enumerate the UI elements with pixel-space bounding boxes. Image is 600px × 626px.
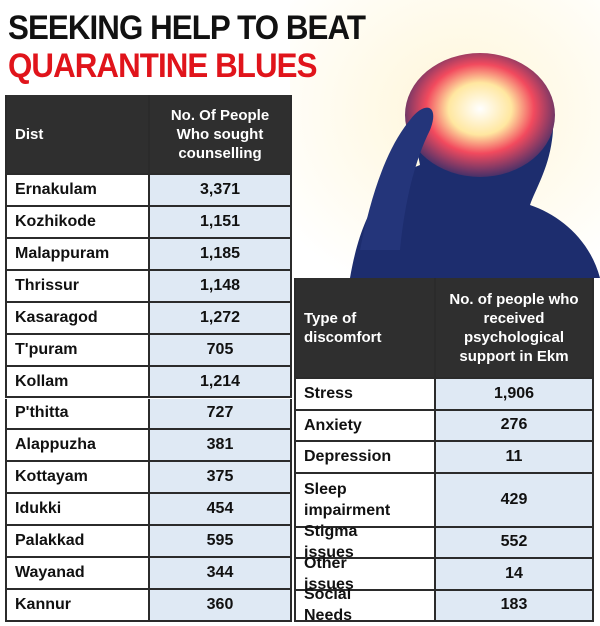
discomfort-type: Anxiety	[294, 410, 436, 442]
column-header: Dist	[5, 95, 150, 175]
illustration	[290, 0, 600, 278]
count: 429	[436, 473, 594, 528]
title: SEEKING HELP TO BEAT	[8, 9, 366, 47]
discomfort-type: Depression	[294, 442, 436, 474]
district: Malappuram	[5, 238, 150, 271]
district: Kannur	[5, 590, 150, 622]
count: 1,906	[436, 379, 594, 411]
count: 276	[436, 410, 594, 442]
district: T'puram	[5, 334, 150, 367]
discomfort-type: Sleep impairment	[294, 473, 436, 528]
district: Kozhikode	[5, 206, 150, 239]
count: 727	[150, 398, 292, 431]
count: 360	[150, 590, 292, 622]
discomfort-type: Other issues	[294, 555, 436, 593]
district: Palakkad	[5, 526, 150, 559]
count: 595	[150, 526, 292, 559]
district: Kottayam	[5, 462, 150, 495]
discomfort-type: Social Needs	[294, 586, 436, 624]
district: Alappuzha	[5, 430, 150, 463]
count: 705	[150, 334, 292, 367]
district: Kollam	[5, 366, 150, 399]
count: 375	[150, 462, 292, 495]
count: 454	[150, 494, 292, 527]
column-header: Type of discomfort	[294, 278, 436, 379]
column-header: No. of people who received psychological…	[436, 278, 594, 379]
count: 552	[436, 527, 594, 559]
count: 1,151	[150, 206, 292, 239]
count: 1,148	[150, 270, 292, 303]
discomfort-type: Stress	[294, 379, 436, 411]
count: 344	[150, 558, 292, 591]
discomfort-type: Stigma issues	[294, 523, 436, 561]
count: 1,185	[150, 238, 292, 271]
count: 1,272	[150, 302, 292, 335]
district: P'thitta	[5, 398, 150, 431]
title: QUARANTINE BLUES	[8, 47, 317, 85]
district: Kasaragod	[5, 302, 150, 335]
count: 1,214	[150, 366, 292, 399]
count: 183	[436, 590, 594, 622]
district: Ernakulam	[5, 175, 150, 207]
count: 11	[436, 442, 594, 474]
count: 381	[150, 430, 292, 463]
district: Idukki	[5, 494, 150, 527]
count: 3,371	[150, 175, 292, 207]
count: 14	[436, 559, 594, 591]
district: Thrissur	[5, 270, 150, 303]
district: Wayanad	[5, 558, 150, 591]
column-header: No. Of People Who sought counselling	[150, 95, 292, 175]
